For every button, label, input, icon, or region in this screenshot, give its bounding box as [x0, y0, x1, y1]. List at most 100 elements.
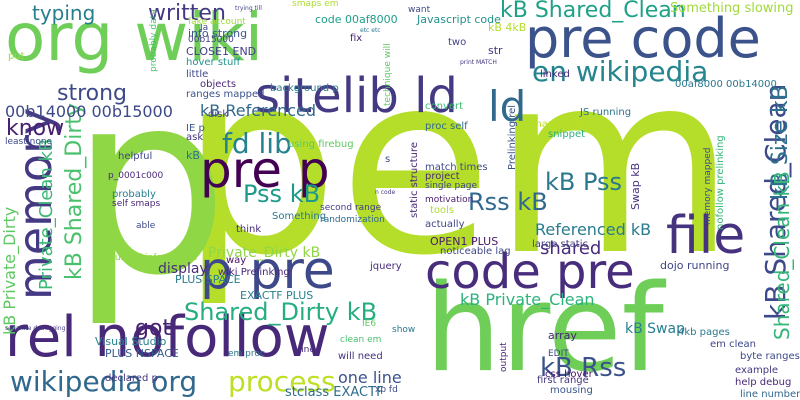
word-one-line: one line [338, 368, 402, 387]
word-single-page: single page [425, 181, 477, 191]
word-smaps-em: smaps em [292, 0, 339, 9]
word-wikipedia-org: wikipedia org [10, 365, 198, 398]
word-p-pre: p pre [200, 241, 335, 301]
word-line-number: line number [740, 389, 800, 400]
word-ie6: IE6 [362, 319, 377, 329]
word-wiki-prelinking: wiki Prelinking [218, 267, 290, 278]
word-private-dirty-kb: Private_Dirty kB [208, 245, 321, 261]
word-useful-information: useful information [115, 253, 198, 263]
word-tools: tools [430, 205, 455, 216]
word-disk: disk [208, 109, 229, 120]
word-output: output [499, 342, 509, 372]
word-strong: strong [57, 81, 128, 106]
word-pre-p: pre p [200, 141, 330, 199]
word-way: way [226, 255, 247, 266]
word-array: array [548, 329, 577, 342]
word-declared-p: declared p [105, 373, 158, 384]
word-kb-rss: kB Rss [540, 353, 627, 383]
word-technique-will: technique will [383, 43, 393, 106]
word-helpful: helpful [118, 151, 153, 162]
word-second-range: second range [320, 203, 382, 213]
word-kb-shared-clean-top: kB Shared_Clean [500, 0, 686, 23]
word-shared-clean-kb: Shared_Clean kB [770, 171, 794, 340]
word-referenced-kb: Referenced kB [535, 220, 652, 239]
word-ld: ld [488, 82, 527, 131]
word-hover-stuff: hover stuff [186, 57, 241, 68]
word-kb-4kb: kB 4kB [488, 21, 527, 34]
word-close1-end: CLOSE1 END [186, 45, 257, 58]
word-convert: convert [425, 101, 464, 112]
word-rel-nofollow: rel nofollow [5, 305, 330, 370]
word-visual-studio: Visual Studio [95, 335, 167, 348]
word-href: href [425, 260, 664, 399]
word-want: want [408, 5, 431, 15]
word-sitelib-ld: sitelib ld [255, 68, 458, 124]
word-dojo-running: dojo running [660, 259, 730, 272]
word-many-byte: many byte [532, 119, 586, 130]
word-org-wiki: org wiki [5, 0, 264, 76]
word-little: little [186, 69, 209, 80]
word-print-match: print MATCH [460, 59, 497, 66]
word-fd-lib: fd lib [222, 127, 292, 160]
word-kb-private-clean: kB Private_Clean [460, 290, 595, 309]
word-ie-p: IE p [186, 123, 205, 134]
word-em-clean: em clean [710, 339, 756, 350]
word-fake-account: fake account [188, 17, 246, 27]
word-etc-etc: etc etc [360, 27, 381, 34]
word-nofollow-prelinking: nofollow prelinking [715, 135, 726, 230]
word-separate-debugging: separate debugging [5, 325, 66, 332]
word-project: project [425, 171, 460, 182]
word-plus-nspace: PLUS NSPACE [105, 347, 179, 360]
word-pre-code: pre code [525, 7, 761, 70]
word-file: file [666, 206, 746, 266]
word-show: show [392, 325, 416, 335]
word-objects: objects [200, 79, 237, 90]
word-p-0001c000: p_0001c000 [108, 171, 164, 181]
word-randomization: randomization [320, 215, 385, 225]
word-kb-referenced: kB Referenced [200, 101, 317, 120]
word-fine: fine [298, 345, 315, 355]
word-will-need: will need [338, 351, 383, 362]
word-got: got [135, 316, 172, 341]
word-probably-data: probably data [149, 9, 159, 72]
word-know: know [6, 116, 65, 141]
word-s: s [385, 154, 391, 165]
word-put: put [8, 51, 25, 62]
word-jquery: jquery [370, 261, 402, 272]
word-private-clean-kb: Private_Clean kB [36, 138, 57, 290]
word-kb-swap: kB Swap [625, 321, 685, 337]
word-trying-till: trying till [235, 5, 262, 12]
word-first-range: first range [537, 375, 589, 386]
word-two: two [448, 37, 467, 48]
word-em-proc: em proc [228, 349, 265, 359]
word-shared: shared [540, 238, 602, 259]
word-00af8000-00b14000: 00af8000 00b14000 [675, 79, 777, 90]
word-byte-ranges: byte ranges [740, 351, 800, 362]
word-clean-em: clean em [340, 335, 382, 345]
word-rss-kb: Rss kB [468, 188, 548, 216]
word-00b15000: 00b15000 [188, 35, 234, 45]
word-actually: actually [425, 219, 465, 230]
word-something-slowing: Something slowing [670, 1, 794, 16]
word-p: p [70, 39, 229, 330]
word-shared-dirty-kb: Shared_Dirty kB [184, 298, 378, 326]
word-xp-fd: xp fd [375, 385, 398, 395]
word-4kb-pages: 4kb pages [678, 327, 730, 338]
word-something: Something [272, 211, 327, 222]
word-pss-kb: Pss kB [243, 180, 321, 208]
word-prelinking-rel: Prelinking rel [507, 104, 518, 170]
word-help-debug: help debug [735, 377, 792, 388]
word-proc-self: proc self [425, 121, 468, 132]
word-stclass-exactf: stclass EXACTF [285, 385, 384, 400]
word-mousing: mousing [550, 385, 593, 396]
word-js-running: JS running [580, 107, 632, 118]
word-kb-private-dirty: kB Private_Dirty [0, 206, 19, 335]
word-kb-shared-dirty: kB Shared_Dirty [62, 102, 87, 280]
word-written: written [148, 1, 226, 26]
word-match-times: match times [425, 162, 488, 173]
word-n-code: n code [375, 189, 396, 196]
word-linked: linked [540, 69, 570, 80]
word-snippet: snippet [548, 129, 586, 140]
word-code-00af8000: code 00af8000 [315, 13, 398, 26]
